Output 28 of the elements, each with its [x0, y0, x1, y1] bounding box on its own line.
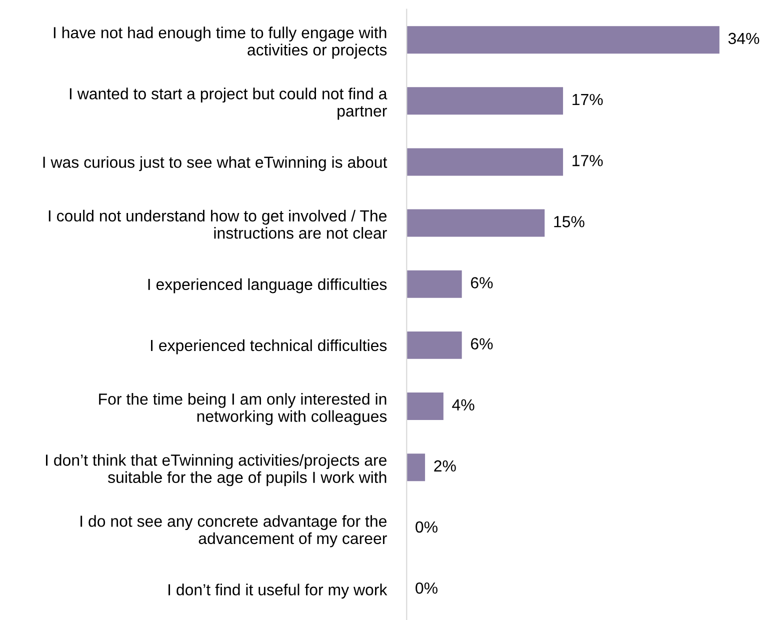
bar [406, 87, 564, 115]
y-tick-label: I don’t think that eTwinning activities/projects are suitable for the age of pupils I work with [46, 454, 387, 486]
data-label: 15% [554, 216, 584, 228]
bar [406, 454, 426, 482]
data-label: 17% [572, 155, 603, 166]
y-tick-label: I experienced language difficulties [148, 278, 387, 294]
data-label: 4% [452, 399, 474, 410]
data-label: 2% [434, 460, 456, 472]
bar [406, 209, 545, 237]
y-tick-label: I was curious just to see what eTwinning is about [43, 156, 388, 172]
y-tick-label: I don’t find it useful for my work [168, 584, 388, 599]
data-label: 6% [470, 338, 493, 350]
bar [406, 26, 720, 54]
y-tick-label: I experienced technical difficulties [151, 339, 387, 354]
bar [406, 331, 462, 359]
data-label: 34% [728, 32, 760, 44]
y-tick-label: I could not understand how to get involved / The instructions are not clear [48, 210, 387, 239]
data-label: 0% [416, 521, 438, 533]
y-tick-label: For the time being I am only interested in networking with colleagues [99, 393, 387, 426]
y-tick-label: I do not see any concrete advantage for the advancement of my career [80, 515, 387, 548]
bar [406, 148, 564, 176]
data-label: 0% [416, 582, 438, 594]
data-label: 6% [470, 277, 493, 288]
y-tick-label: I have not had enough time to fully engage with activities or projects [54, 26, 387, 59]
bar [406, 270, 462, 298]
bar [406, 392, 444, 420]
y-tick-label: I wanted to start a project but could not find a partner [70, 88, 388, 120]
data-label: 17% [572, 94, 603, 106]
